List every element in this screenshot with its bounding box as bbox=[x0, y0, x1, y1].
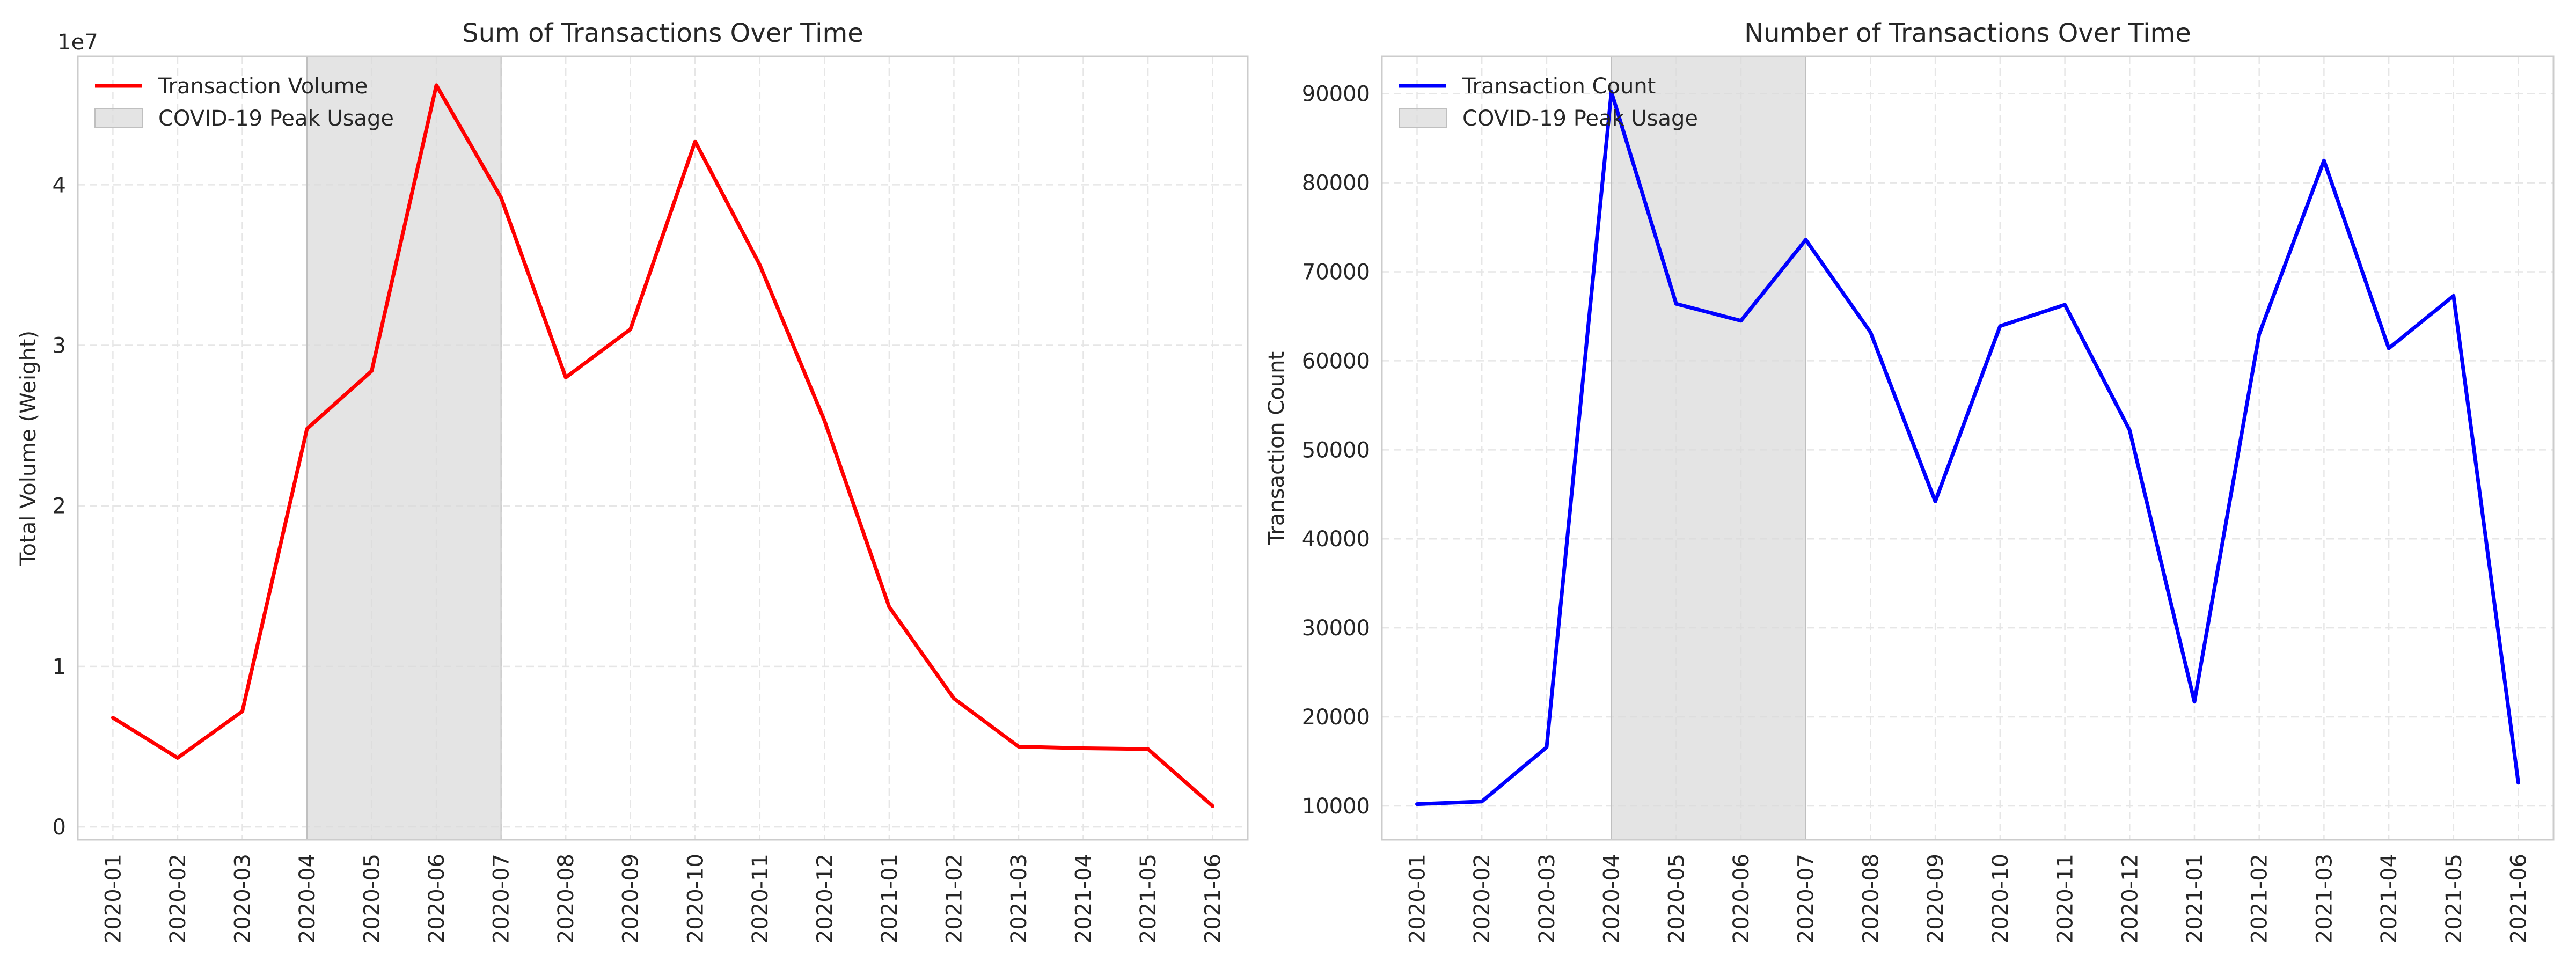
x-tick-label: 2020-02 bbox=[1470, 854, 1495, 943]
y-tick-label: 4 bbox=[53, 173, 66, 197]
y-tick-label: 40000 bbox=[1302, 527, 1370, 552]
y-tick-label: 50000 bbox=[1302, 438, 1370, 463]
covid-peak-region bbox=[307, 56, 501, 840]
x-tick-label: 2020-06 bbox=[425, 854, 449, 943]
x-tick-label: 2021-05 bbox=[2442, 854, 2467, 943]
volume-chart: 0 1 2 3 4 2020-01 2020-02 2020-03 2020-04 2020-05… bbox=[16, 18, 1248, 943]
x-tick-label: 2020-07 bbox=[489, 854, 514, 943]
x-tick-label: 2020-11 bbox=[748, 854, 773, 943]
y-tick-label: 70000 bbox=[1302, 260, 1370, 285]
legend-region-swatch bbox=[1399, 108, 1446, 128]
x-tick-label: 2020-04 bbox=[295, 854, 320, 943]
x-tick-label: 2020-05 bbox=[360, 854, 385, 943]
x-tick-label: 2021-02 bbox=[2248, 854, 2272, 943]
x-tick-label: 2020-10 bbox=[683, 854, 708, 943]
x-tick-label: 2020-07 bbox=[1794, 854, 1819, 943]
x-tick-label: 2020-12 bbox=[813, 854, 837, 943]
x-tick-label: 2020-04 bbox=[1600, 854, 1624, 943]
x-tick-label: 2021-06 bbox=[2507, 854, 2531, 943]
y-offset-label: 1e7 bbox=[57, 30, 98, 55]
x-tick-label: 2021-03 bbox=[2312, 854, 2337, 943]
chart-title: Number of Transactions Over Time bbox=[1744, 18, 2191, 48]
y-tick-label: 80000 bbox=[1302, 171, 1370, 196]
x-tick-label: 2020-06 bbox=[1729, 854, 1754, 943]
x-tick-label: 2020-03 bbox=[230, 854, 255, 943]
x-tick-label: 2020-03 bbox=[1535, 854, 1560, 943]
y-tick-label: 3 bbox=[53, 334, 66, 358]
x-tick-label: 2020-10 bbox=[1988, 854, 2013, 943]
x-tick-label: 2020-01 bbox=[101, 854, 126, 943]
y-tick-label: 10000 bbox=[1302, 794, 1370, 819]
y-tick-label: 20000 bbox=[1302, 705, 1370, 730]
legend-series-label: Transaction Count bbox=[1462, 74, 1656, 99]
y-tick-label: 30000 bbox=[1302, 616, 1370, 641]
x-tick-label: 2020-11 bbox=[2053, 854, 2078, 943]
y-tick-label: 1 bbox=[53, 655, 66, 679]
y-tick-label: 60000 bbox=[1302, 349, 1370, 373]
y-axis-label: Transaction Count bbox=[1264, 351, 1289, 545]
y-tick-label: 90000 bbox=[1302, 82, 1370, 107]
y-axis-label: Total Volume (Weight) bbox=[16, 331, 41, 566]
x-tick-label: 2021-01 bbox=[877, 854, 902, 943]
y-tick-label: 0 bbox=[53, 815, 66, 840]
covid-peak-region bbox=[1612, 56, 1806, 840]
legend-region-label: COVID-19 Peak Usage bbox=[158, 106, 394, 131]
legend-series-label: Transaction Volume bbox=[158, 74, 368, 99]
x-tick-label: 2021-04 bbox=[2377, 854, 2402, 943]
x-tick-label: 2020-08 bbox=[1858, 854, 1883, 943]
x-tick-label: 2020-02 bbox=[166, 854, 191, 943]
x-tick-label: 2021-03 bbox=[1007, 854, 1031, 943]
x-tick-label: 2020-09 bbox=[619, 854, 643, 943]
legend-region-label: COVID-19 Peak Usage bbox=[1462, 106, 1698, 131]
x-tick-label: 2021-02 bbox=[942, 854, 967, 943]
x-tick-label: 2021-01 bbox=[2183, 854, 2207, 943]
x-tick-label: 2020-09 bbox=[1923, 854, 1948, 943]
y-tick-label: 2 bbox=[53, 494, 66, 519]
x-tick-label: 2021-06 bbox=[1201, 854, 1226, 943]
x-tick-label: 2020-12 bbox=[2118, 854, 2142, 943]
plot-area bbox=[78, 56, 1248, 840]
x-tick-label: 2020-01 bbox=[1405, 854, 1430, 943]
x-tick-label: 2020-08 bbox=[554, 854, 579, 943]
count-chart: 10000 20000 30000 40000 50000 60000 70000 80000… bbox=[1264, 18, 2553, 943]
x-tick-label: 2020-05 bbox=[1664, 854, 1689, 943]
legend-region-swatch bbox=[95, 108, 142, 128]
x-tick-label: 2021-04 bbox=[1072, 854, 1096, 943]
x-tick-label: 2021-05 bbox=[1136, 854, 1161, 943]
chart-title: Sum of Transactions Over Time bbox=[462, 18, 863, 48]
plot-area bbox=[1382, 56, 2553, 840]
